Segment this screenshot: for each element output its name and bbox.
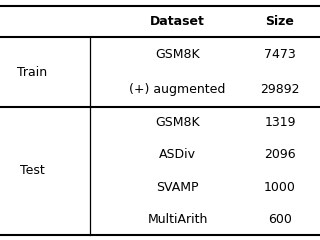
Text: 2096: 2096 (264, 149, 296, 162)
Text: (+) augmented: (+) augmented (129, 83, 226, 96)
Text: Size: Size (266, 15, 294, 28)
Text: GSM8K: GSM8K (155, 48, 200, 61)
Text: ASDiv: ASDiv (159, 149, 196, 162)
Text: 7473: 7473 (264, 48, 296, 61)
Text: 1000: 1000 (264, 180, 296, 193)
Text: Train: Train (17, 66, 47, 78)
Text: 29892: 29892 (260, 83, 300, 96)
Text: 1319: 1319 (264, 116, 296, 129)
Text: SVAMP: SVAMP (156, 180, 199, 193)
Text: MultiArith: MultiArith (148, 213, 208, 226)
Text: Dataset: Dataset (150, 15, 205, 28)
Text: 600: 600 (268, 213, 292, 226)
Text: GSM8K: GSM8K (155, 116, 200, 129)
Text: Test: Test (20, 164, 44, 178)
